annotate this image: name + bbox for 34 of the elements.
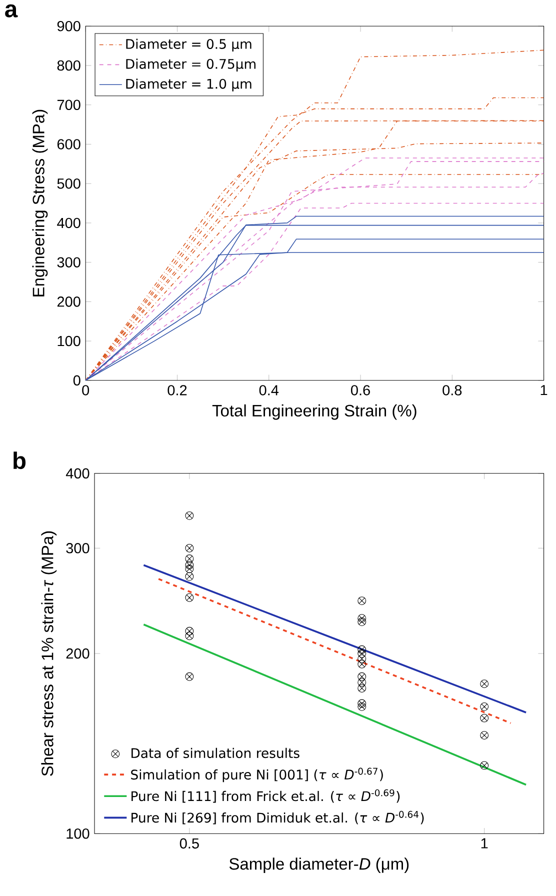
y-tick-label: 700 (58, 100, 81, 110)
legend-label: Data of simulation results (132, 748, 300, 758)
legend-label: Pure Ni [111] from Frick et.al. (τ ∝ D$^{-0.69}$) (132, 789, 400, 803)
y-tick-label: 200 (66, 648, 90, 659)
y-tick-label: 400 (57, 218, 81, 228)
y-axis-title: Shear stress at 1% strain-τ (MPa) (41, 531, 57, 776)
legend-label: Diameter = 0.5 μm (126, 38, 252, 52)
y-tick-label: 300 (57, 257, 81, 268)
y-tick-label: 500 (57, 178, 81, 189)
x-tick-label: 0.4 (260, 385, 279, 396)
y-tick-label: 600 (58, 139, 81, 150)
y-tick-label: 400 (66, 468, 90, 479)
x-tick-label: 1 (482, 838, 488, 848)
x-tick-label: 0.2 (168, 385, 187, 396)
y-axis-title: Engineering Stress (MPa) (32, 110, 48, 296)
y-tick-label: 800 (58, 60, 81, 71)
chart-title: b (14, 452, 26, 470)
legend-label: Diameter = 1.0 μm (126, 78, 252, 92)
x-axis-title: Sample diameter-D (μm) (230, 858, 409, 873)
legend-label: Pure Ni [269] from Dimiduk et.al. (τ ∝ D$^{-0.64}$) (132, 810, 424, 824)
x-tick-label: 0.6 (351, 385, 370, 396)
x-tick-label: 1 (541, 385, 548, 396)
chart-title: a (5, 4, 18, 18)
legend-label: Simulation of pure Ni [001] (τ ∝ D$^{-0.67}$) (131, 768, 384, 782)
y-tick-label: 100 (58, 336, 81, 346)
x-tick-label: 0.5 (180, 838, 200, 849)
x-tick-label: 0.8 (442, 385, 462, 396)
x-axis-title: Total Engineering Strain (%) (212, 404, 416, 420)
legend-label: Diameter = 0.75μm (126, 58, 256, 72)
y-tick-label: 100 (66, 828, 90, 839)
y-tick-label: 900 (58, 21, 81, 32)
y-tick-label: 200 (58, 296, 81, 307)
y-tick-label: 0 (74, 375, 81, 386)
y-tick-label: 300 (66, 543, 90, 554)
